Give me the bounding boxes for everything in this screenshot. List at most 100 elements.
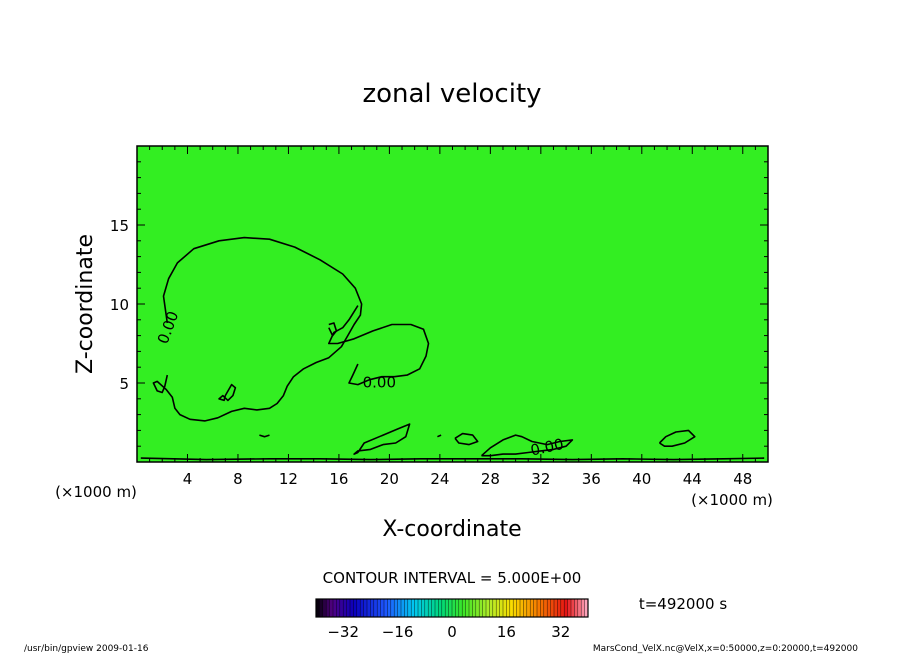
colorbar-swatch bbox=[322, 599, 327, 617]
colorbar-swatch bbox=[469, 599, 473, 617]
colorbar-swatch bbox=[574, 599, 579, 617]
colorbar-swatch bbox=[462, 599, 466, 617]
colorbar-swatch bbox=[530, 599, 534, 617]
colorbar-swatch bbox=[503, 599, 507, 617]
x-axis-label: X-coordinate bbox=[382, 517, 521, 542]
colorbar-swatch bbox=[336, 599, 341, 617]
y-tick-label: 10 bbox=[110, 296, 129, 314]
colorbar-swatch bbox=[414, 599, 419, 617]
colorbar-swatch bbox=[571, 599, 575, 617]
colorbar-swatch bbox=[390, 599, 395, 617]
colorbar-swatch bbox=[384, 599, 388, 617]
colorbar-swatch bbox=[486, 599, 490, 617]
x-tick-label: 32 bbox=[531, 470, 550, 488]
colorbar-swatch bbox=[496, 599, 500, 617]
x-tick-label: 44 bbox=[683, 470, 702, 488]
colorbar-swatch bbox=[363, 599, 368, 617]
colorbar-tick-label: 16 bbox=[497, 623, 516, 641]
chart-title: zonal velocity bbox=[362, 79, 541, 109]
colorbar-swatch bbox=[377, 599, 381, 617]
x-tick-label: 48 bbox=[733, 470, 752, 488]
time-label: t=492000 s bbox=[639, 595, 727, 613]
colorbar-swatch bbox=[431, 599, 436, 617]
colorbar-swatch bbox=[479, 599, 483, 617]
contour-line bbox=[140, 457, 765, 461]
colorbar-swatch bbox=[458, 599, 463, 617]
contour-line bbox=[328, 322, 338, 337]
colorbar-swatch bbox=[343, 599, 347, 617]
colorbar bbox=[315, 598, 589, 618]
colorbar-swatch bbox=[367, 599, 371, 617]
colorbar-swatch bbox=[557, 599, 562, 617]
colorbar-swatch bbox=[445, 599, 449, 617]
x-tick-label: 12 bbox=[279, 470, 298, 488]
plot-area bbox=[136, 145, 769, 463]
x-unit-left-label: (×1000 m) bbox=[55, 483, 137, 501]
colorbar-swatch bbox=[356, 599, 361, 617]
x-unit-right-label: (×1000 m) bbox=[691, 491, 773, 509]
colorbar-swatch bbox=[319, 599, 324, 617]
colorbar-swatch bbox=[526, 599, 531, 617]
contour-line bbox=[437, 434, 442, 438]
colorbar-swatch bbox=[499, 599, 504, 617]
colorbar-swatch bbox=[520, 599, 524, 617]
colorbar-swatch bbox=[441, 599, 446, 617]
colorbar-swatch bbox=[438, 599, 443, 617]
colorbar-swatch bbox=[492, 599, 497, 617]
y-axis-ticks: 5 10 15 bbox=[110, 161, 768, 447]
contour-line bbox=[152, 236, 363, 422]
colorbar-swatch bbox=[421, 599, 426, 617]
colorbar-swatch bbox=[452, 599, 456, 617]
colorbar-swatch bbox=[475, 599, 480, 617]
y-tick-label: 5 bbox=[119, 375, 129, 393]
colorbar-swatch bbox=[435, 599, 439, 617]
colorbar-swatch bbox=[401, 599, 405, 617]
colorbar-swatch bbox=[326, 599, 330, 617]
x-tick-label: 24 bbox=[430, 470, 449, 488]
colorbar-swatch bbox=[554, 599, 558, 617]
contour-line bbox=[327, 305, 430, 386]
colorbar-swatch bbox=[547, 599, 551, 617]
colorbar-swatch bbox=[550, 599, 555, 617]
contour-line bbox=[480, 434, 574, 457]
colorbar-swatch bbox=[533, 599, 538, 617]
contour-line bbox=[218, 383, 237, 402]
x-tick-label: 16 bbox=[329, 470, 348, 488]
colorbar-tick-label: 0 bbox=[447, 623, 457, 641]
colorbar-swatch bbox=[482, 599, 487, 617]
colorbar-swatch bbox=[537, 599, 541, 617]
colorbar-swatch bbox=[465, 599, 470, 617]
colorbar-swatch bbox=[455, 599, 460, 617]
x-tick-label: 4 bbox=[183, 470, 193, 488]
colorbar-swatch bbox=[567, 599, 572, 617]
colorbar-swatch bbox=[577, 599, 582, 617]
colorbar-swatch bbox=[448, 599, 453, 617]
colorbar-swatch bbox=[543, 599, 548, 617]
colorbar-swatch bbox=[329, 599, 334, 617]
colorbar-swatch bbox=[472, 599, 477, 617]
colorbar-swatch bbox=[584, 599, 589, 617]
x-tick-label: 8 bbox=[233, 470, 243, 488]
colorbar-swatch bbox=[509, 599, 514, 617]
footer-program: /usr/bin/gpview 2009-01-16 bbox=[24, 644, 149, 654]
colorbar-swatch bbox=[397, 599, 402, 617]
colorbar-tick-label: 32 bbox=[551, 623, 570, 641]
x-tick-label: 28 bbox=[481, 470, 500, 488]
colorbar-swatch bbox=[370, 599, 375, 617]
colorbar-swatch bbox=[581, 599, 585, 617]
colorbar-swatch bbox=[418, 599, 422, 617]
contour-line bbox=[658, 429, 696, 448]
contour-line bbox=[454, 432, 479, 446]
colorbar-swatch bbox=[428, 599, 432, 617]
colorbar-swatch bbox=[380, 599, 385, 617]
colorbar-swatch bbox=[339, 599, 344, 617]
colorbar-swatch bbox=[489, 599, 494, 617]
footer-source: MarsCond_VelX.nc@VelX,x=0:50000,z=0:2000… bbox=[593, 644, 858, 654]
colorbar-swatch bbox=[316, 599, 320, 617]
colorbar-border bbox=[315, 598, 589, 618]
colorbar-swatch bbox=[564, 599, 568, 617]
colorbar-swatch bbox=[346, 599, 351, 617]
contour-value-label: 0.00 bbox=[363, 374, 396, 392]
x-tick-label: 20 bbox=[380, 470, 399, 488]
colorbar-swatch bbox=[353, 599, 358, 617]
